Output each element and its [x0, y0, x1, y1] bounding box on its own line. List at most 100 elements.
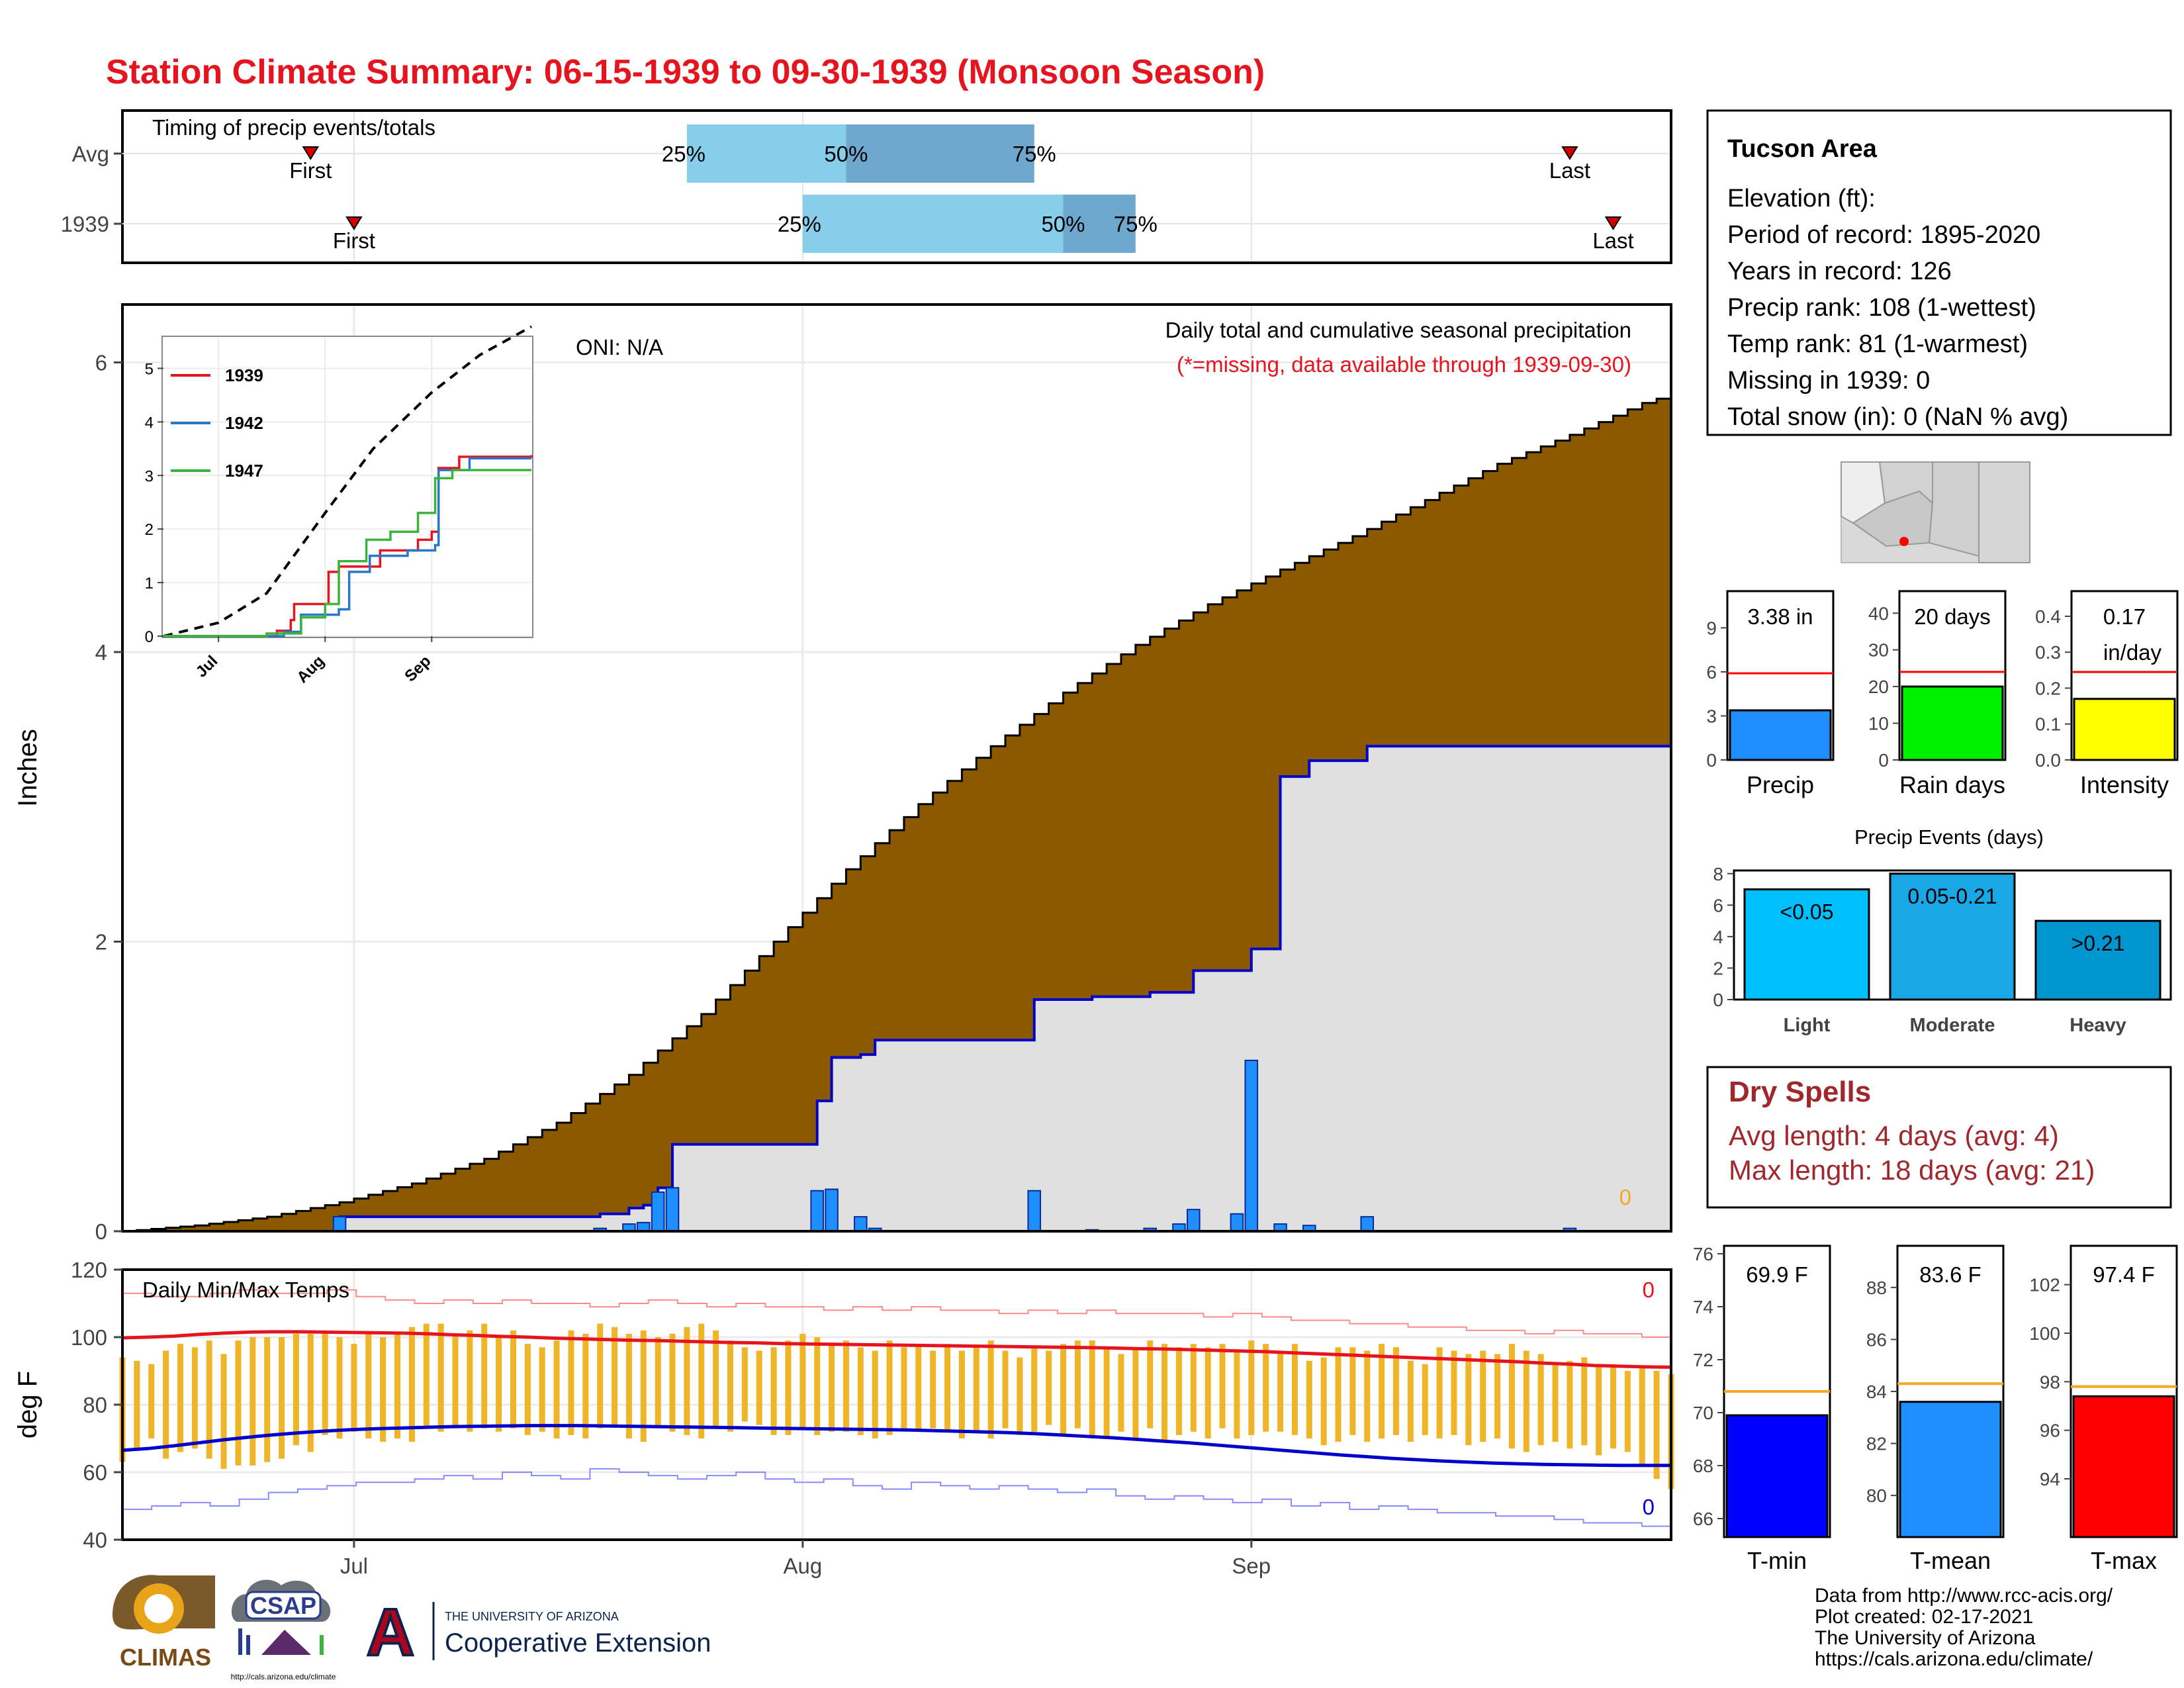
daily-precip-bar: [810, 1190, 825, 1232]
daily-temp-range-bar: [1002, 1350, 1009, 1429]
daily-temp-range-bar: [177, 1344, 183, 1452]
precip-caption: Daily total and cumulative seasonal prec…: [1165, 318, 1631, 342]
daily-temp-range-bar: [1523, 1350, 1529, 1452]
temp-y-tick-label: 120: [71, 1258, 107, 1282]
inset-legend: 1939 1942 1947: [171, 365, 263, 481]
temp-y-label: deg F: [13, 1371, 42, 1438]
daily-temp-range-bar: [1480, 1350, 1486, 1442]
daily-temp-range-bar: [785, 1340, 792, 1435]
csap-wordmark: CSAP: [250, 1592, 316, 1619]
temp-x-tick-label: Jul: [340, 1554, 368, 1578]
temp-bar-t-min: [1725, 1414, 1829, 1538]
summary-bar-rain-days: [1901, 685, 2004, 761]
precip-y-tick-label: 2: [95, 930, 107, 955]
daily-temp-range-bar: [756, 1350, 762, 1425]
summary-bar-tick-label: 0.1: [2035, 714, 2061, 735]
daily-temp-range-bar: [437, 1323, 444, 1432]
footer-credits: Data from http://www.rcc-acis.org/Plot c…: [1815, 1585, 2113, 1670]
daily-temp-range-bar: [872, 1350, 878, 1438]
csap-bar-b: [246, 1635, 250, 1655]
temp-y-tick-label: 80: [83, 1393, 107, 1417]
daily-temp-range-bar: [1248, 1340, 1255, 1435]
daily-temp-range-bar: [857, 1347, 864, 1435]
precip-y-axis: 0 2 4 6: [95, 351, 122, 1244]
summary-bar-intensity: [2073, 698, 2176, 761]
daily-precip-bar: [1027, 1190, 1042, 1232]
timing-25-50-box: [686, 124, 846, 183]
daily-precip-bar: [854, 1216, 868, 1232]
summary-bar-name: Rain days: [1899, 771, 2005, 798]
daily-temp-range-bar: [394, 1333, 401, 1438]
daily-temp-range-bar: [1610, 1364, 1617, 1449]
ua-big-text: Cooperative Extension: [445, 1628, 711, 1658]
tmin-avg-line: [122, 1424, 1671, 1468]
dry-spells-max: Max length: 18 days (avg: 21): [1729, 1154, 2095, 1186]
daily-precip-bar: [1360, 1216, 1375, 1232]
precip-y-label: Inches: [13, 729, 42, 807]
daily-temp-range-bar: [134, 1360, 140, 1449]
logos: CLIMAS CSAP http://cals.arizona.edu/clim…: [113, 1575, 711, 1681]
inset-legend-label: 1947: [225, 461, 263, 481]
daily-temp-range-bar: [1089, 1340, 1095, 1438]
location-map: [1841, 461, 2030, 563]
summary-bar-name: Precip: [1747, 771, 1814, 798]
map-state-nevada-utah: [1878, 461, 1933, 505]
daily-temp-range-bar: [698, 1323, 705, 1438]
precip-panel: 0 2 4 6 Inches ONI: N/A Daily total and cum…: [13, 303, 1672, 1244]
timing-last-label: Last: [1592, 228, 1633, 253]
timing-title: Timing of precip events/totals: [152, 115, 435, 140]
temp-bar-tick-label: 88: [1866, 1278, 1887, 1298]
inset-frame: [161, 336, 533, 638]
daily-temp-range-bar: [814, 1337, 821, 1435]
timing-p25-label: 25%: [778, 212, 821, 236]
obs-1939-cumulative-line: [122, 741, 1672, 1233]
timing-row-label: Avg: [72, 142, 109, 166]
station-detail-line: Temp rank: 81 (1-warmest): [1727, 330, 2028, 358]
daily-temp-range-bar: [365, 1333, 372, 1438]
station-detail-line: Missing in 1939: 0: [1727, 367, 1930, 395]
timing-first-marker: [345, 216, 363, 230]
daily-temp-range-bar: [250, 1337, 256, 1466]
events-category-label: Heavy: [2070, 1015, 2126, 1036]
map-state-texas: [1978, 461, 2030, 563]
tmin-record-line: [122, 1468, 1671, 1527]
footer-credit-line: Plot created: 02-17-2021: [1815, 1606, 2033, 1628]
daily-temp-range-bar: [582, 1333, 589, 1438]
timing-row-label: 1939: [61, 212, 109, 236]
daily-temp-range-bar: [423, 1323, 430, 1429]
summary-bar-tick-label: 6: [1706, 662, 1717, 682]
station-frame: [1706, 109, 2172, 436]
daily-temp-range-bar: [1175, 1347, 1182, 1435]
precip-y-tick-label: 0: [95, 1219, 107, 1244]
daily-precip-bar: [651, 1191, 665, 1232]
page-title: Station Climate Summary: 06-15-1939 to 0…: [106, 53, 1265, 91]
events-y-tick-label: 0: [1713, 990, 1723, 1010]
temp-bar-tick-label: 68: [1693, 1456, 1713, 1476]
events-bar-label: >0.21: [2071, 931, 2125, 955]
temp-bar-tick-label: 66: [1693, 1509, 1713, 1529]
daily-temp-range-bar: [930, 1350, 936, 1429]
summary-bar-value-unit: in/day: [2103, 640, 2162, 665]
temp-bar-value-label: 69.9 F: [1746, 1262, 1808, 1287]
daily-temp-range-bar: [568, 1330, 574, 1435]
tmax-avg-line: [122, 1330, 1672, 1369]
daily-temp-range-bar: [1537, 1354, 1544, 1446]
daily-temp-range-bar: [1567, 1360, 1573, 1449]
missing-note: (*=missing, data available through 1939-…: [1177, 352, 1631, 377]
daily-temp-range-bar: [1508, 1344, 1515, 1449]
events-bar-label: 0.05-0.21: [1907, 884, 1997, 908]
daily-temp-range-bar: [539, 1347, 545, 1432]
daily-temp-range-bar: [452, 1333, 459, 1429]
temp-bar-name: T-min: [1747, 1547, 1807, 1574]
station-detail-line: Years in record: 126: [1727, 258, 1952, 285]
events-y-tick-label: 2: [1713, 958, 1723, 978]
temp-y-tick-label: 60: [83, 1460, 107, 1485]
daily-temp-range-bar: [1234, 1350, 1240, 1438]
temp-bar-tick-label: 82: [1866, 1434, 1887, 1454]
inset-series-line-1947: [163, 469, 531, 637]
inset-y-tick-label: 1: [145, 575, 154, 592]
temp-bar-tick-label: 96: [2040, 1421, 2060, 1441]
daily-temp-range-bar: [264, 1337, 271, 1462]
daily-temp-range-bar: [235, 1340, 242, 1466]
daily-precip-bar: [1187, 1209, 1201, 1232]
